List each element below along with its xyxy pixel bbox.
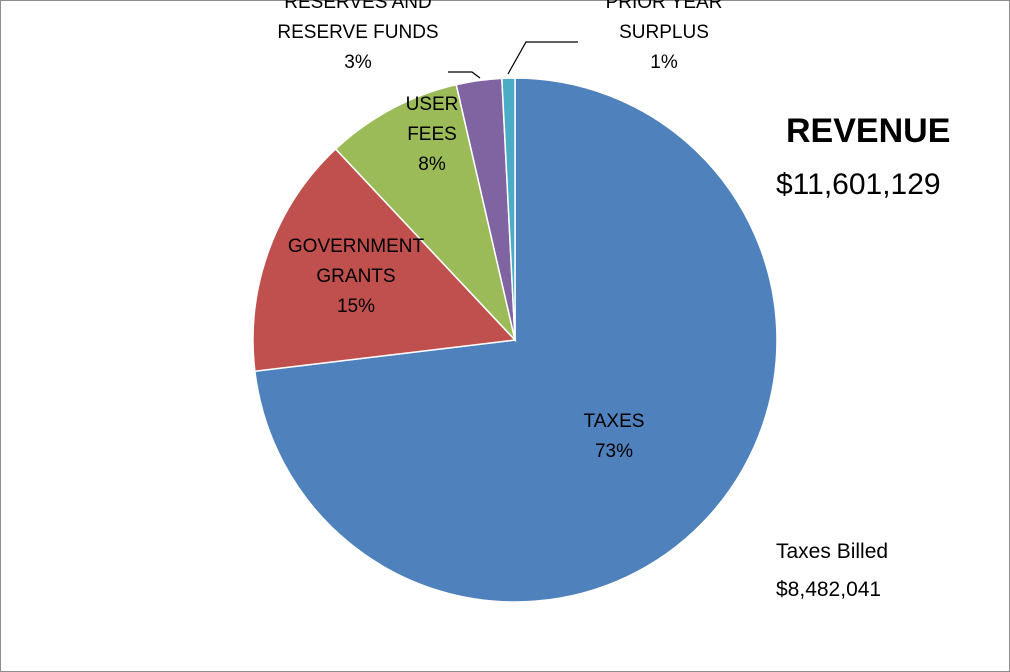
slice-label-government: GOVERNMENT GRANTS 15% <box>288 236 425 317</box>
taxes-billed-value: $8,482,041 <box>776 578 882 601</box>
slice-label-taxes: TAXES 73% <box>584 411 645 462</box>
pie-slice-government <box>252 147 517 373</box>
revenue-total: $11,601,129 <box>776 168 941 201</box>
slice-label-user: USER FEES 8% <box>406 94 459 175</box>
taxes-billed-label: Taxes Billed <box>776 540 889 563</box>
chart-title: REVENUE <box>786 112 951 150</box>
slice-label-reserves-and: RESERVES AND RESERVE FUNDS 3% <box>277 0 438 73</box>
leader-line-reserves-and <box>448 71 481 79</box>
leader-line-prior-year <box>507 41 578 75</box>
pie-slice-prior-year <box>501 77 516 341</box>
slice-label-prior-year: PRIOR YEAR SURPLUS 1% <box>606 0 723 73</box>
